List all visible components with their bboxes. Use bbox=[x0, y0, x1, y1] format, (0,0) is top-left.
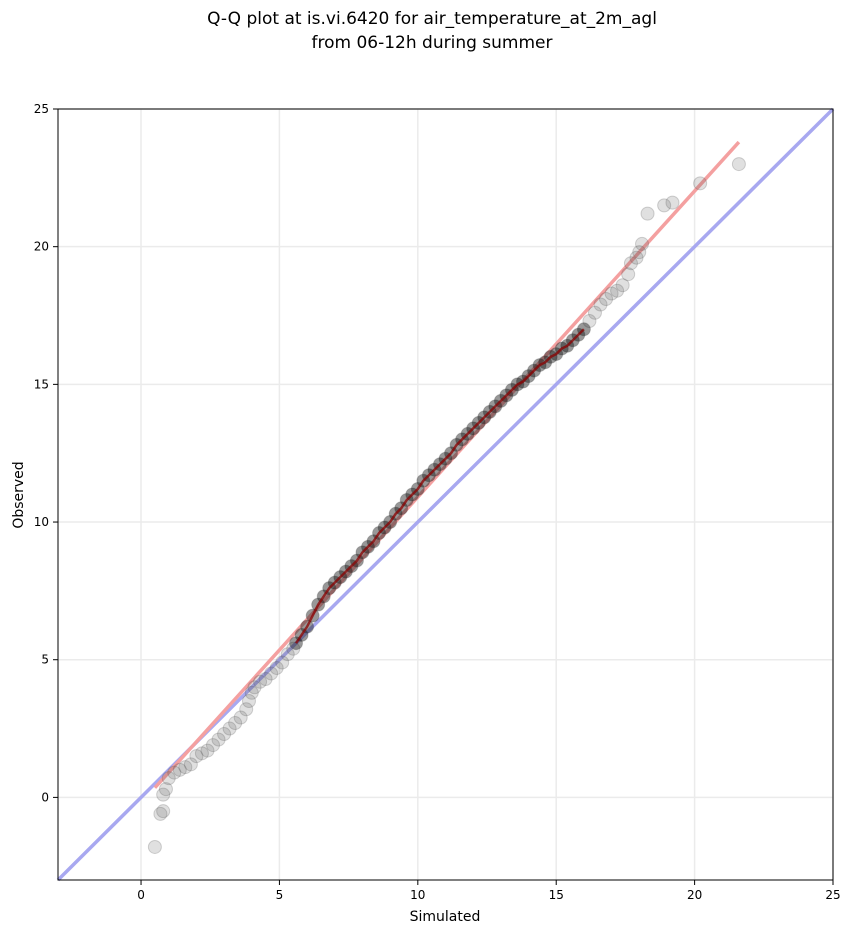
y-tick-label: 0 bbox=[41, 790, 49, 804]
data-point bbox=[161, 771, 176, 786]
x-axis-label: Simulated bbox=[410, 909, 481, 925]
x-tick-label: 5 bbox=[276, 888, 284, 902]
data-point bbox=[167, 765, 182, 780]
data-point bbox=[147, 839, 162, 854]
data-point bbox=[206, 738, 220, 753]
data-point bbox=[239, 702, 254, 717]
data-point bbox=[244, 685, 259, 700]
data-point bbox=[228, 716, 243, 731]
data-point bbox=[599, 291, 614, 306]
x-tick-label: 20 bbox=[687, 888, 702, 902]
data-point bbox=[194, 746, 209, 761]
x-tick-label: 15 bbox=[549, 888, 564, 902]
y-tick-label: 5 bbox=[41, 653, 49, 667]
data-point bbox=[610, 283, 625, 298]
data-point bbox=[632, 245, 647, 260]
data-point bbox=[264, 666, 279, 681]
data-point bbox=[635, 236, 650, 251]
data-point bbox=[269, 660, 284, 675]
data-point bbox=[211, 732, 226, 747]
data-point bbox=[153, 806, 168, 821]
data-point bbox=[665, 195, 680, 210]
fit-line bbox=[153, 140, 741, 789]
data-point bbox=[189, 749, 204, 764]
data-point bbox=[657, 198, 672, 213]
data-point bbox=[640, 206, 655, 221]
data-point bbox=[615, 278, 630, 293]
data-point bbox=[587, 305, 602, 320]
data-point bbox=[275, 655, 290, 670]
data-point bbox=[156, 787, 171, 802]
axis-ticks: 0 5 10 15 20 25 0 5 10 15 20 25 bbox=[34, 102, 841, 902]
y-tick-label: 10 bbox=[34, 515, 49, 529]
data-point bbox=[222, 721, 237, 736]
data-point bbox=[178, 760, 193, 775]
y-tick-label: 15 bbox=[34, 377, 49, 391]
reference-lines bbox=[56, 107, 835, 882]
data-point bbox=[200, 743, 215, 758]
chart-subtitle: from 06-12h during summer bbox=[312, 33, 553, 53]
x-tick-label: 25 bbox=[825, 888, 840, 902]
y-tick-label: 20 bbox=[34, 240, 49, 254]
data-point bbox=[280, 647, 295, 662]
data-point bbox=[629, 250, 644, 265]
data-point bbox=[258, 671, 273, 686]
data-points bbox=[147, 157, 746, 854]
y-tick-label: 25 bbox=[34, 102, 49, 116]
data-point bbox=[172, 762, 187, 777]
data-point bbox=[253, 674, 268, 689]
data-point bbox=[158, 782, 173, 797]
data-point bbox=[582, 314, 597, 329]
plot-area-frame bbox=[57, 108, 834, 881]
data-point bbox=[604, 286, 619, 301]
data-point bbox=[731, 157, 746, 172]
data-point bbox=[217, 727, 232, 742]
chart-title: Q-Q plot at is.vi.6420 for air_temperatu… bbox=[207, 9, 657, 29]
dense-quantile-trace bbox=[294, 328, 585, 644]
x-tick-label: 10 bbox=[410, 888, 425, 902]
data-point bbox=[693, 176, 708, 191]
data-point bbox=[183, 757, 198, 772]
data-point bbox=[247, 680, 262, 695]
data-point bbox=[286, 641, 301, 656]
y-axis-label: Observed bbox=[11, 461, 27, 528]
data-point bbox=[233, 710, 248, 725]
x-tick-label: 0 bbox=[137, 888, 145, 902]
data-point bbox=[156, 804, 171, 819]
data-point bbox=[241, 694, 256, 709]
data-point bbox=[621, 267, 636, 282]
data-point bbox=[623, 256, 638, 271]
data-point bbox=[593, 297, 608, 312]
